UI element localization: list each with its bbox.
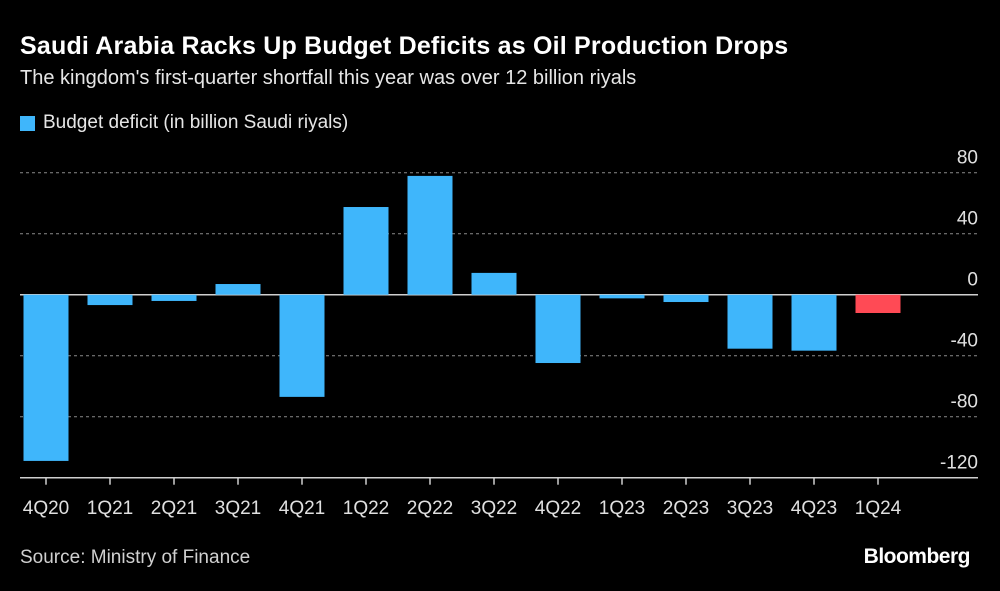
x-tick-label: 2Q22 [407, 498, 453, 519]
x-tick-label: 1Q21 [87, 498, 133, 519]
y-tick-label: -80 [951, 392, 978, 413]
bar-2q22 [407, 175, 453, 295]
legend: Budget deficit (in billion Saudi riyals) [20, 112, 348, 134]
y-tick-label: 0 [967, 270, 978, 291]
bar-3q23 [727, 294, 773, 349]
x-tick-label: 4Q23 [791, 498, 837, 519]
x-tick-label: 2Q23 [663, 498, 709, 519]
legend-label: Budget deficit (in billion Saudi riyals) [43, 112, 349, 133]
bar-1q22 [343, 207, 389, 295]
x-tick-label: 3Q21 [215, 498, 261, 519]
bar-2q23 [663, 294, 709, 303]
x-tick-label: 4Q20 [23, 498, 69, 519]
legend-swatch [20, 115, 35, 131]
bar-4q20 [23, 294, 69, 461]
y-tick-label: -40 [951, 331, 978, 352]
y-tick-label: 80 [957, 148, 978, 169]
bar-3q21 [215, 284, 261, 295]
bar-1q23 [599, 294, 645, 299]
chart-title: Saudi Arabia Racks Up Budget Deficits as… [20, 32, 789, 60]
bar-4q21 [279, 294, 325, 397]
x-tick-label: 4Q22 [535, 498, 581, 519]
bloomberg-logo: Bloomberg [863, 545, 971, 568]
x-tick-label: 1Q22 [343, 498, 389, 519]
y-tick-label: 40 [957, 209, 978, 230]
x-tick-label: 3Q23 [727, 498, 773, 519]
source-note: Source: Ministry of Finance [20, 547, 251, 568]
bar-1q21 [87, 294, 133, 306]
bar-2q21 [151, 294, 197, 301]
chart-subtitle: The kingdom's first-quarter shortfall th… [20, 67, 637, 89]
x-tick-label: 1Q24 [855, 498, 902, 519]
bar-3q22 [471, 272, 517, 295]
bar-1q24 [855, 294, 901, 313]
x-tick-label: 1Q23 [599, 498, 645, 519]
x-tick-label: 2Q21 [151, 498, 197, 519]
bar-4q22 [535, 294, 581, 364]
y-tick-label: -120 [940, 453, 978, 474]
x-tick-label: 3Q22 [471, 498, 517, 519]
bar-4q23 [791, 294, 837, 351]
x-tick-label: 4Q21 [279, 498, 325, 519]
